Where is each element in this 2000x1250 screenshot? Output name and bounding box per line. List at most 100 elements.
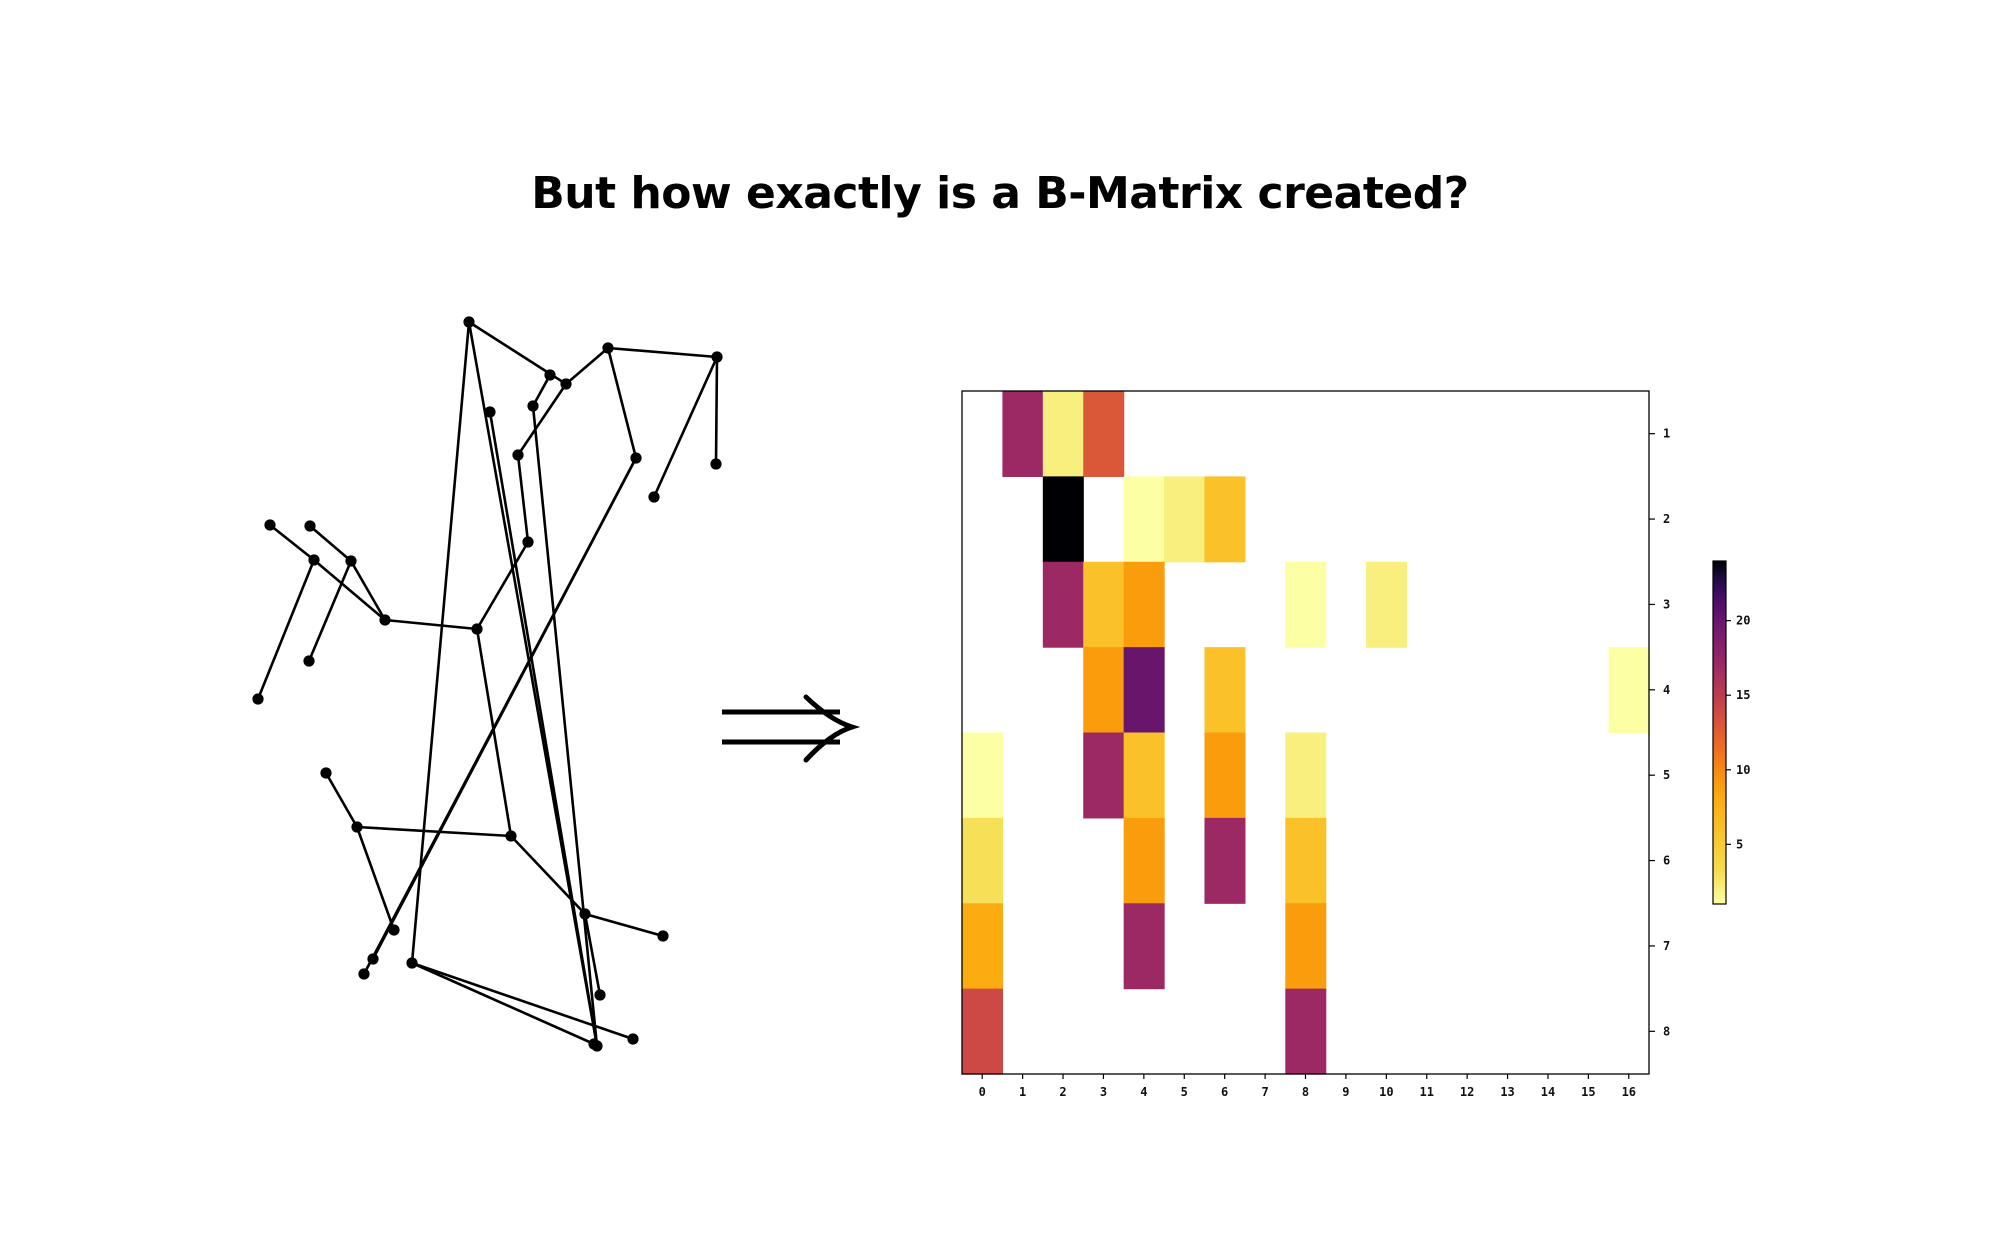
tree-edge: [583, 912, 665, 938]
heatmap-cell: [1123, 817, 1165, 904]
tree-nodes: [252, 316, 723, 1052]
heatmap-cell: [1042, 476, 1084, 563]
heatmap-cell: [1285, 561, 1327, 648]
tree-node: [406, 957, 418, 969]
heatmap-y-ticks: 1 2 3 4 5 6 7 8: [1649, 427, 1670, 1038]
y-tick-label: 4: [1663, 683, 1670, 697]
x-tick-label: 7: [1261, 1085, 1268, 1099]
x-tick-label: 10: [1379, 1085, 1393, 1099]
tree-edge: [410, 961, 596, 1046]
colorbar-tick-label: 20: [1736, 614, 1750, 628]
tree-edge: [355, 825, 513, 838]
colorbar-gradient: [1712, 560, 1727, 905]
heatmap-cell: [1164, 476, 1206, 563]
tree-node: [711, 351, 723, 363]
tree-node: [602, 342, 614, 354]
heatmap-cells: [962, 391, 1650, 1075]
tree-node: [367, 953, 379, 965]
y-tick-label: 3: [1663, 597, 1670, 611]
implies-arrow-icon: [722, 694, 861, 763]
heatmap-cell: [1083, 732, 1125, 819]
heatmap-cell: [1123, 647, 1165, 734]
heatmap-cell: [1204, 732, 1246, 819]
tree-node: [522, 536, 534, 548]
tree-edge: [583, 912, 602, 997]
tree-node: [308, 554, 320, 566]
x-tick-label: 6: [1221, 1085, 1228, 1099]
x-tick-label: 15: [1581, 1085, 1595, 1099]
tree-node: [471, 623, 483, 635]
colorbar-tick-label: 15: [1736, 688, 1750, 702]
tree-node: [579, 908, 591, 920]
x-tick-label: 12: [1460, 1085, 1474, 1099]
tree-edge: [606, 346, 638, 460]
y-tick-label: 8: [1663, 1024, 1670, 1038]
heatmap-cell: [962, 732, 1004, 819]
tree-node: [303, 655, 315, 667]
heatmap-cell: [962, 817, 1004, 904]
tree-node: [588, 1038, 600, 1050]
heatmap-cell: [1042, 391, 1084, 477]
tree-edge: [308, 524, 353, 563]
colorbar: 5 10 15 20: [1712, 560, 1750, 905]
slide-title: But how exactly is a B-Matrix created?: [531, 168, 1469, 219]
tree-node: [484, 406, 496, 418]
tree-node: [560, 378, 572, 390]
tree-edges: [256, 320, 719, 1048]
heatmap-cell: [1083, 561, 1125, 648]
tree-edge: [531, 404, 599, 1048]
x-tick-label: 4: [1140, 1085, 1147, 1099]
tree-node: [463, 316, 475, 328]
x-tick-label: 3: [1100, 1085, 1107, 1099]
tree-node: [627, 1033, 639, 1045]
tree-edge: [531, 373, 552, 408]
colorbar-tick-label: 10: [1736, 763, 1750, 777]
tree-node: [358, 968, 370, 980]
tree-edge: [410, 320, 471, 965]
tree-node: [252, 693, 264, 705]
tree-edge: [488, 410, 599, 1048]
heatmap-cell: [1002, 391, 1044, 477]
x-tick-label: 1: [1019, 1085, 1026, 1099]
y-tick-label: 2: [1663, 512, 1670, 526]
heatmap-x-ticks: 0 1 2 3 4 5 6 7 8 9 10 11 12 13 14 15 16: [979, 1074, 1636, 1099]
tree-node: [544, 369, 556, 381]
x-tick-label: 11: [1420, 1085, 1434, 1099]
tree-edge: [410, 961, 635, 1041]
tree-edge: [516, 382, 568, 457]
y-tick-label: 7: [1663, 939, 1670, 953]
heatmap-cell: [1042, 561, 1084, 648]
heatmap-cell: [1285, 988, 1327, 1075]
x-tick-label: 8: [1302, 1085, 1309, 1099]
heatmap-cell: [1285, 817, 1327, 904]
tree-edge: [475, 627, 513, 838]
tree-node: [379, 614, 391, 626]
y-tick-label: 1: [1663, 427, 1670, 441]
x-tick-label: 2: [1059, 1085, 1066, 1099]
tree-edge: [307, 559, 353, 663]
tree-edge: [349, 559, 387, 622]
heatmap-cell: [1204, 476, 1246, 563]
tree-edge: [652, 355, 719, 499]
tree-edge: [355, 825, 396, 932]
heatmap-cell: [1083, 391, 1125, 477]
x-tick-label: 5: [1181, 1085, 1188, 1099]
colorbar-tick-label: 5: [1736, 837, 1743, 851]
tree-node: [304, 520, 316, 532]
heatmap-cell: [1204, 647, 1246, 734]
tree-edge: [714, 355, 719, 466]
tree-edge: [268, 523, 316, 562]
heatmap-cell: [1123, 561, 1165, 648]
tree-node: [505, 830, 517, 842]
tree-node: [657, 930, 669, 942]
heatmap-cell: [1285, 903, 1327, 990]
x-tick-label: 16: [1622, 1085, 1636, 1099]
heatmap-cell: [1123, 903, 1165, 990]
tree-edge: [383, 618, 479, 631]
heatmap-cell: [962, 988, 1004, 1075]
tree-node: [320, 767, 332, 779]
phylogenetic-tree: [252, 316, 723, 1052]
heatmap-cell: [1285, 732, 1327, 819]
heatmap-cell: [1123, 476, 1165, 563]
